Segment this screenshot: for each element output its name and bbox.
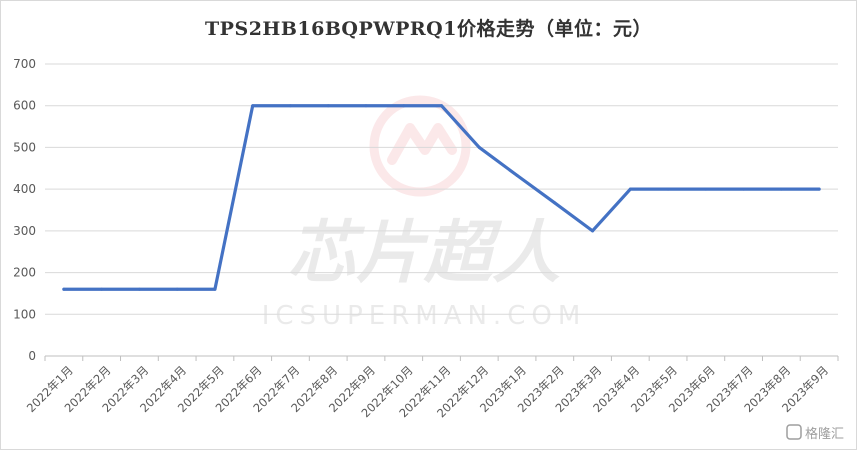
data-point [666,187,670,191]
y-tick-label: 200 [13,266,36,280]
y-tick-label: 400 [13,182,36,196]
chart-title: TPS2HB16BQPWPRQ1价格走势（单位：元） [205,18,652,40]
data-point [515,173,519,177]
y-tick-label: 100 [13,307,36,321]
data-point [62,287,66,291]
badge-logo-icon [786,424,802,440]
watermark-logo-icon [369,95,471,197]
y-tick-label: 300 [13,224,36,238]
corner-badge: 格隆汇 [786,424,844,442]
data-point [100,287,104,291]
data-point [628,187,632,191]
watermark: 芯片超人 ICSUPERMAN.COM [262,95,587,331]
data-point [251,104,255,108]
y-axis-ticks: 0 100 200 300 400 500 600 700 [13,57,36,363]
data-point [477,145,481,149]
y-tick-label: 600 [13,99,36,113]
data-point [364,104,368,108]
data-point [553,201,557,205]
data-point [591,229,595,233]
data-point [440,104,443,108]
data-point [137,287,141,291]
badge-text: 格隆汇 [805,426,844,442]
y-tick-label: 500 [13,140,36,154]
data-point [704,187,708,191]
data-point [326,104,330,108]
y-tick-label: 700 [13,57,36,71]
data-point [402,104,406,108]
watermark-url-text: ICSUPERMAN.COM [262,301,587,331]
y-tick-label: 0 [28,349,36,363]
watermark-chinese-text: 芯片超人 [288,214,560,293]
data-point [288,104,292,108]
data-point [742,187,746,191]
data-point [175,287,179,291]
x-axis: 2022年1月2022年2月2022年3月2022年4月2022年5月2022年… [24,355,839,420]
data-point [213,287,217,291]
series-layer [62,104,821,291]
data-point [779,187,783,191]
data-point [817,187,821,191]
